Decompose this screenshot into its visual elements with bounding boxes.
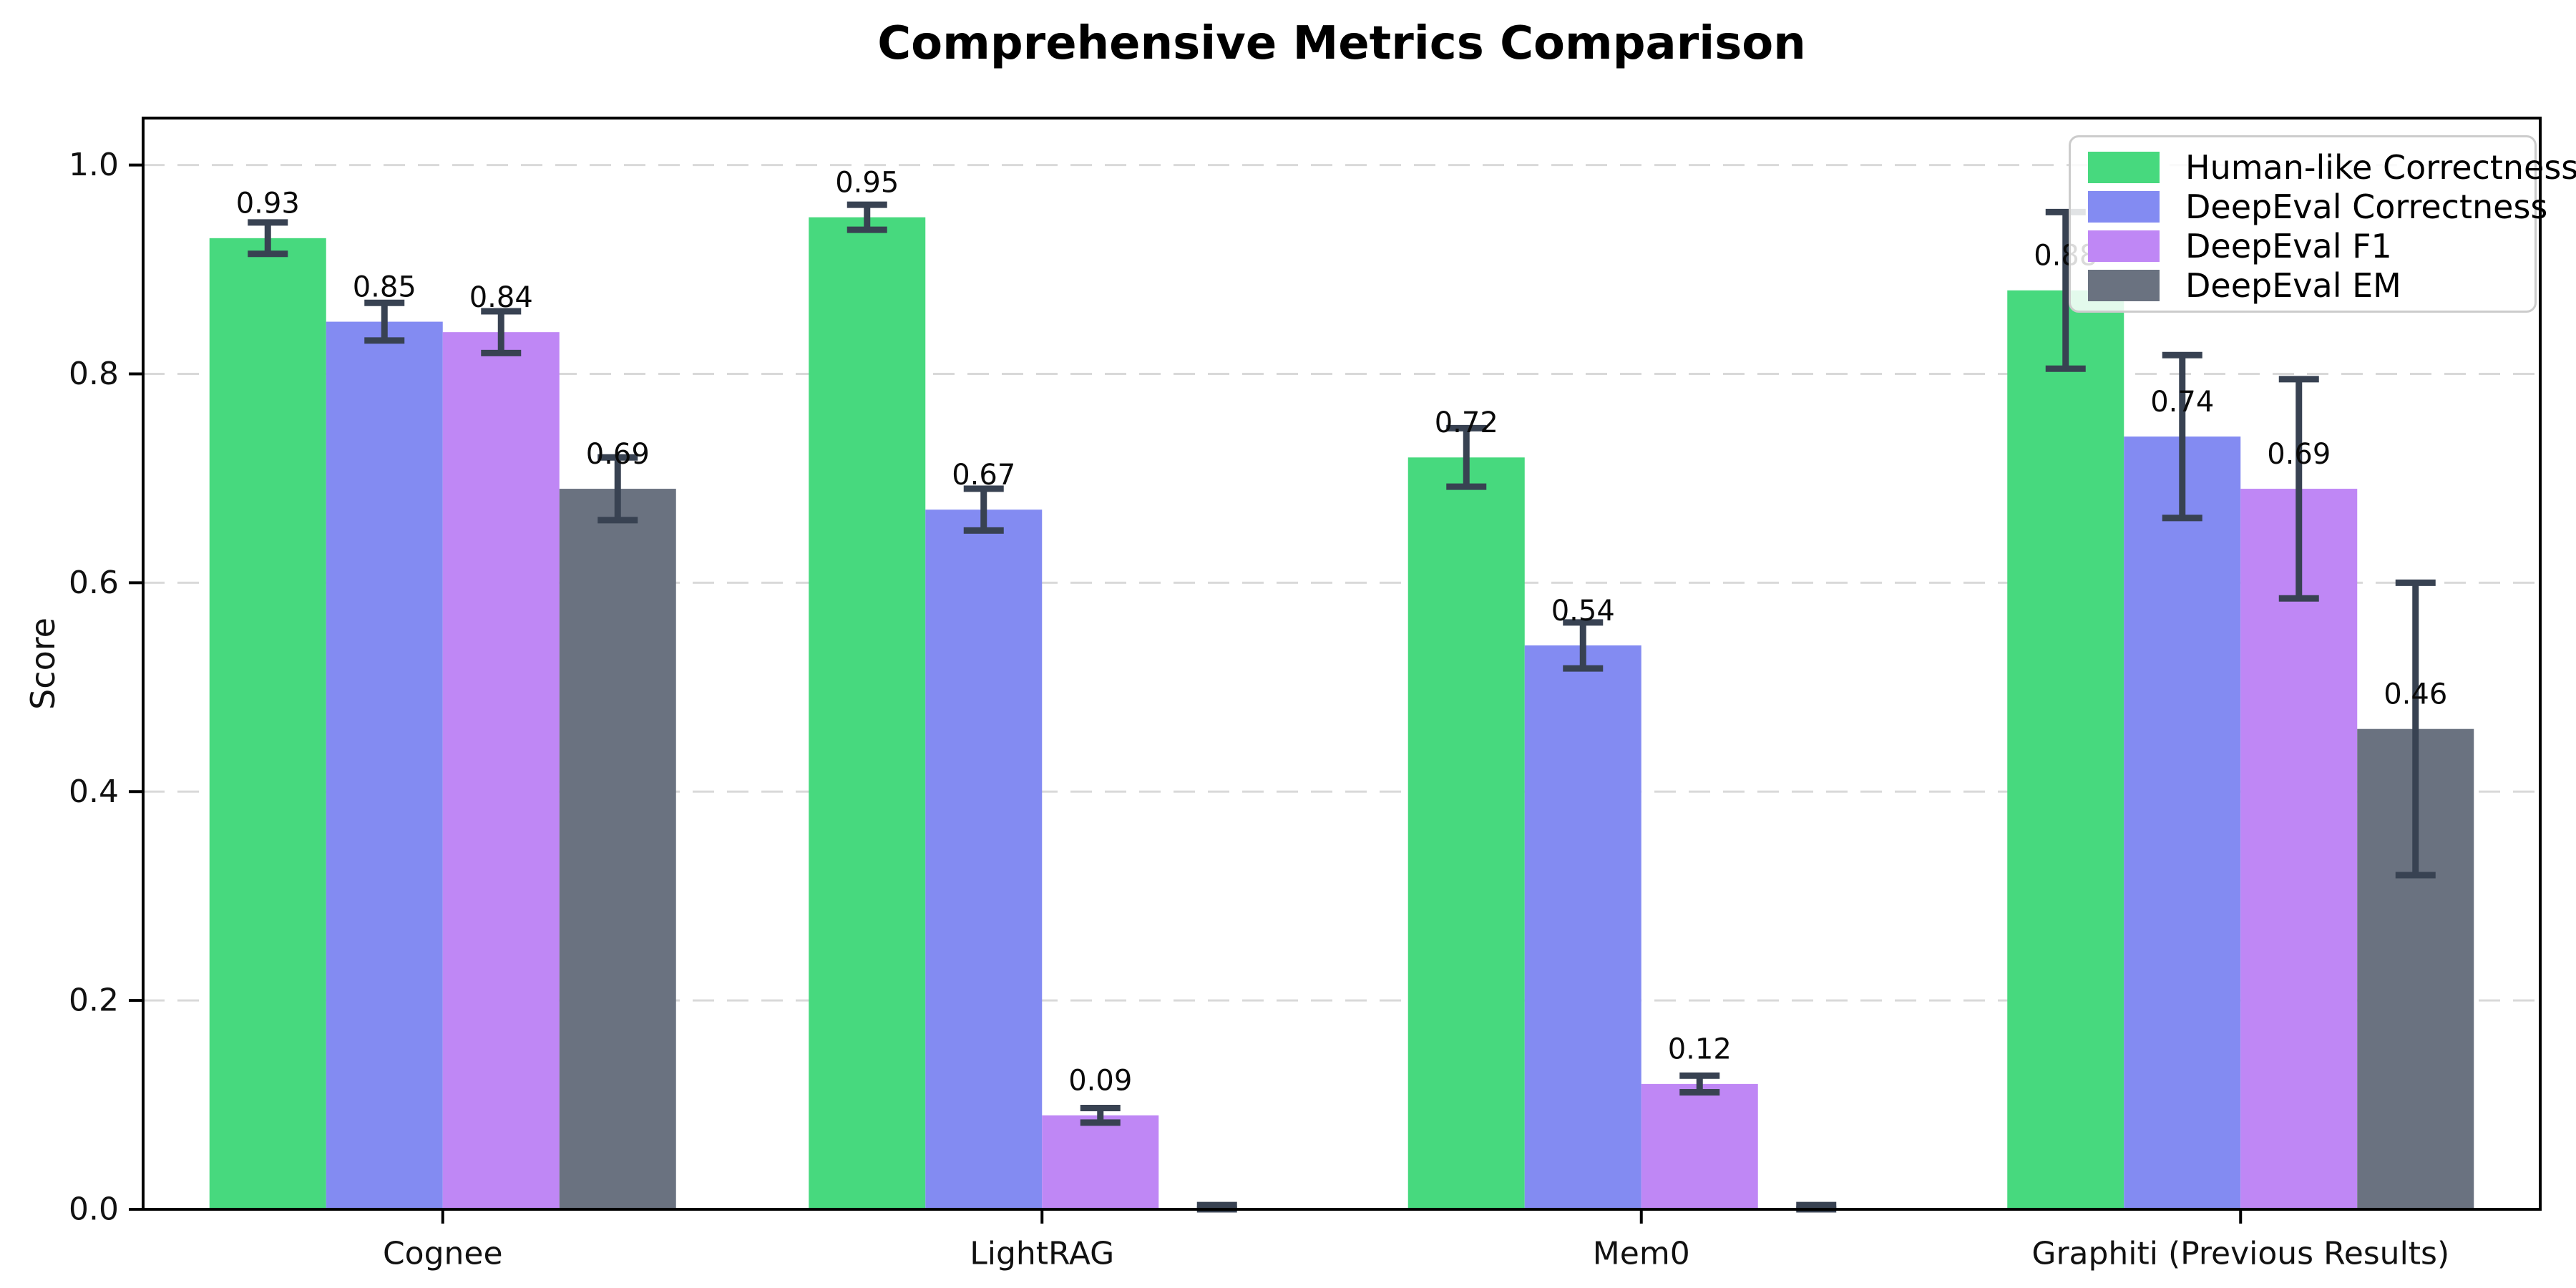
x-tick-label: LightRAG [970,1236,1114,1272]
plot-border [142,117,2542,1211]
legend-swatch [2088,190,2160,223]
bar-deepeval-em [559,489,676,1209]
bar-human-like-correctness [209,238,326,1209]
bar-human-like-correctness [2007,290,2124,1210]
x-tick-label: Cognee [383,1236,503,1272]
x-tick-label: Graphiti (Previous Results) [2031,1236,2449,1272]
legend-swatch [2088,269,2160,301]
legend: Human-like Correctness DeepEval Correctne… [2069,135,2576,313]
bar-value-label: 0.54 [1551,595,1615,628]
bar-value-label: 0.95 [835,166,899,199]
bar-deepeval-f1 [2240,489,2358,1209]
bar-deepeval-f1 [442,332,560,1209]
bar-deepeval-correctness [2124,436,2241,1209]
bar-deepeval-f1 [1641,1083,1758,1209]
bar-value-label: 0.74 [2150,386,2214,419]
y-tick-label: 1.0 [69,147,119,183]
y-tick-label: 0.6 [69,565,119,601]
legend-label: DeepEval EM [2185,265,2401,305]
legend-item: DeepEval EM [2088,265,2534,305]
x-tick-label: Mem0 [1593,1236,1690,1272]
legend-label: Human-like Correctness [2185,147,2576,187]
y-tick-label: 0.4 [69,774,119,810]
y-tick-label: 0.0 [69,1191,119,1228]
bar-human-like-correctness [809,217,926,1209]
legend-swatch [2088,230,2160,262]
legend-item: DeepEval F1 [2088,226,2534,265]
y-tick-label: 0.2 [69,982,119,1019]
y-tick-label: 0.8 [69,356,119,392]
bar-value-label: 0.72 [1435,406,1498,439]
legend-swatch [2088,151,2160,183]
bar-deepeval-correctness [925,509,1043,1209]
bar-value-label: 0.84 [469,281,533,314]
bar-value-label: 0.85 [353,270,416,303]
legend-item: DeepEval Correctness [2088,187,2547,226]
bar-deepeval-correctness [326,321,443,1210]
legend-item: Human-like Correctness [2088,147,2576,187]
legend-label: DeepEval F1 [2185,226,2392,265]
bar-deepeval-correctness [1524,645,1641,1209]
y-axis-label: Score [24,618,62,710]
legend-label: DeepEval Correctness [2185,187,2548,226]
bar-value-label: 0.12 [1668,1033,1732,1066]
chart-title: Comprehensive Metrics Comparison [877,17,1806,70]
bar-human-like-correctness [1407,457,1525,1210]
bar-value-label: 0.69 [2267,438,2331,471]
bar-value-label: 0.09 [1068,1065,1132,1098]
bar-value-label: 0.69 [586,438,650,471]
bar-value-label: 0.46 [2384,678,2447,711]
bar-value-label: 0.93 [236,187,300,220]
bar-value-label: 0.67 [952,459,1015,492]
bar-deepeval-f1 [1042,1115,1159,1209]
